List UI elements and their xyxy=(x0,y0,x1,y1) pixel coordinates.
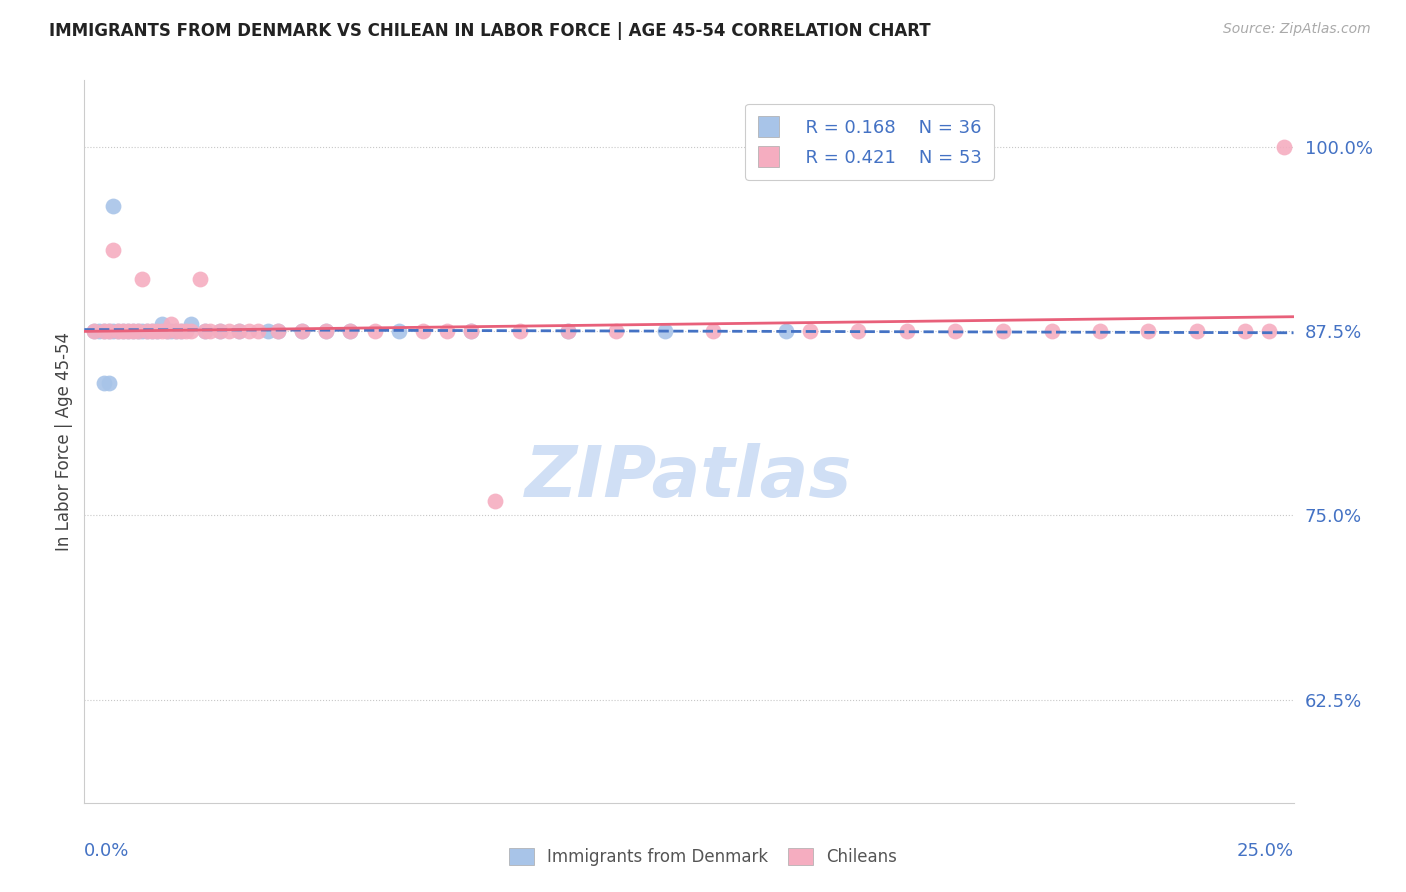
Point xyxy=(93,376,115,390)
Point xyxy=(509,324,531,338)
Point xyxy=(87,324,110,338)
Point xyxy=(208,324,231,338)
Text: 0.0%: 0.0% xyxy=(84,842,129,860)
Point xyxy=(121,324,143,338)
Point xyxy=(83,324,105,338)
Point xyxy=(208,324,231,338)
Point xyxy=(165,324,187,338)
Point xyxy=(238,324,260,338)
Point xyxy=(247,324,270,338)
Point xyxy=(1137,324,1160,338)
Point xyxy=(412,324,434,338)
Point xyxy=(339,324,361,338)
Point xyxy=(127,324,149,338)
Point xyxy=(117,324,139,338)
Point xyxy=(1258,324,1281,338)
Point xyxy=(702,324,724,338)
Point xyxy=(1185,324,1208,338)
Point xyxy=(150,324,173,338)
Point xyxy=(180,317,202,331)
Point xyxy=(190,272,212,286)
Point xyxy=(993,324,1015,338)
Text: Source: ZipAtlas.com: Source: ZipAtlas.com xyxy=(1223,22,1371,37)
Point xyxy=(846,324,869,338)
Point xyxy=(291,324,314,338)
Point xyxy=(112,324,135,338)
Point xyxy=(315,324,337,338)
Point xyxy=(136,324,159,338)
Point xyxy=(112,324,135,338)
Point xyxy=(155,324,177,338)
Point xyxy=(1234,324,1257,338)
Text: ZIPatlas: ZIPatlas xyxy=(526,443,852,512)
Point xyxy=(97,376,120,390)
Point xyxy=(315,324,337,338)
Point xyxy=(388,324,411,338)
Point xyxy=(799,324,821,338)
Point xyxy=(103,199,125,213)
Point xyxy=(127,324,149,338)
Point xyxy=(218,324,240,338)
Point xyxy=(83,324,105,338)
Point xyxy=(103,324,125,338)
Point xyxy=(267,324,290,338)
Point xyxy=(160,324,183,338)
Point xyxy=(117,324,139,338)
Point xyxy=(198,324,221,338)
Point xyxy=(103,243,125,257)
Point xyxy=(141,324,163,338)
Point xyxy=(363,324,385,338)
Point xyxy=(131,272,153,286)
Point xyxy=(170,324,193,338)
Point xyxy=(896,324,918,338)
Point xyxy=(228,324,250,338)
Point xyxy=(484,493,506,508)
Point xyxy=(97,324,120,338)
Point xyxy=(131,324,153,338)
Point xyxy=(654,324,676,338)
Text: 25.0%: 25.0% xyxy=(1236,842,1294,860)
Point xyxy=(1272,139,1295,153)
Legend: Immigrants from Denmark, Chileans: Immigrants from Denmark, Chileans xyxy=(502,841,904,873)
Point xyxy=(460,324,482,338)
Point xyxy=(943,324,966,338)
Point xyxy=(1088,324,1111,338)
Point xyxy=(165,324,187,338)
Point xyxy=(160,317,183,331)
Point xyxy=(775,324,797,338)
Point xyxy=(146,324,169,338)
Point xyxy=(605,324,627,338)
Point xyxy=(460,324,482,338)
Point xyxy=(146,324,169,338)
Y-axis label: In Labor Force | Age 45-54: In Labor Force | Age 45-54 xyxy=(55,332,73,551)
Point xyxy=(93,324,115,338)
Point xyxy=(257,324,280,338)
Point xyxy=(1040,324,1063,338)
Point xyxy=(436,324,458,338)
Point xyxy=(228,324,250,338)
Point xyxy=(557,324,579,338)
Point xyxy=(180,324,202,338)
Point xyxy=(121,324,143,338)
Point xyxy=(107,324,129,338)
Point xyxy=(339,324,361,338)
Point xyxy=(93,324,115,338)
Point xyxy=(107,324,129,338)
Point xyxy=(267,324,290,338)
Point xyxy=(141,324,163,338)
Point xyxy=(155,324,177,338)
Point xyxy=(291,324,314,338)
Point xyxy=(174,324,197,338)
Point xyxy=(150,317,173,331)
Point xyxy=(194,324,217,338)
Point xyxy=(194,324,217,338)
Legend:   R = 0.168    N = 36,   R = 0.421    N = 53: R = 0.168 N = 36, R = 0.421 N = 53 xyxy=(745,103,994,180)
Point xyxy=(170,324,193,338)
Text: IMMIGRANTS FROM DENMARK VS CHILEAN IN LABOR FORCE | AGE 45-54 CORRELATION CHART: IMMIGRANTS FROM DENMARK VS CHILEAN IN LA… xyxy=(49,22,931,40)
Point xyxy=(136,324,159,338)
Point xyxy=(557,324,579,338)
Point xyxy=(97,324,120,338)
